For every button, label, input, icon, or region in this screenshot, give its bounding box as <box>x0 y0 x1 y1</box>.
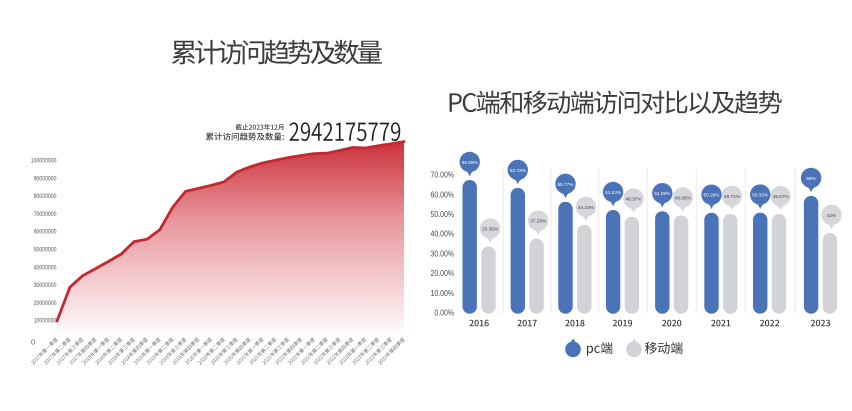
svg-text:50.00%: 50.00% <box>431 210 455 219</box>
svg-text:0: 0 <box>31 338 35 347</box>
svg-text:33.35%: 33.35% <box>482 227 498 232</box>
svg-text:100000000: 100000000 <box>31 159 57 165</box>
svg-text:80000000: 80000000 <box>34 194 57 200</box>
svg-text:66.65%: 66.65% <box>462 160 478 165</box>
svg-text:55.77%: 55.77% <box>558 182 574 187</box>
svg-text:30.00%: 30.00% <box>431 249 455 258</box>
svg-text:58%: 58% <box>806 176 815 181</box>
svg-text:51.05%: 51.05% <box>654 191 670 196</box>
svg-text:20.00%: 20.00% <box>431 269 455 278</box>
svg-text:70000000: 70000000 <box>34 212 57 218</box>
svg-text:10000000: 10000000 <box>34 319 57 325</box>
svg-text:70.00%: 70.00% <box>431 171 455 180</box>
svg-text:37.28%: 37.28% <box>530 219 546 224</box>
svg-text:48.37%: 48.37% <box>626 197 642 202</box>
svg-text:62.72%: 62.72% <box>510 168 526 173</box>
svg-text:50.33%: 50.33% <box>752 193 768 198</box>
svg-text:40000000: 40000000 <box>34 265 57 271</box>
svg-text:40.00%: 40.00% <box>431 230 455 239</box>
svg-text:49.67%: 49.67% <box>773 194 789 199</box>
svg-text:48.95%: 48.95% <box>675 195 691 200</box>
svg-text:42%: 42% <box>827 213 836 218</box>
svg-text:20000000: 20000000 <box>34 301 57 307</box>
svg-text:50.29%: 50.29% <box>704 193 720 198</box>
svg-text:60.00%: 60.00% <box>431 190 455 199</box>
svg-text:90000000: 90000000 <box>34 176 57 182</box>
svg-text:51.63%: 51.63% <box>605 190 621 195</box>
svg-text:30000000: 30000000 <box>34 283 57 289</box>
svg-text:50000000: 50000000 <box>34 248 57 254</box>
svg-text:44.23%: 44.23% <box>578 205 594 210</box>
svg-text:10.00%: 10.00% <box>431 289 455 298</box>
svg-text:60000000: 60000000 <box>34 230 57 236</box>
svg-text:49.71%: 49.71% <box>724 194 740 199</box>
svg-text:0.00%: 0.00% <box>434 309 454 318</box>
